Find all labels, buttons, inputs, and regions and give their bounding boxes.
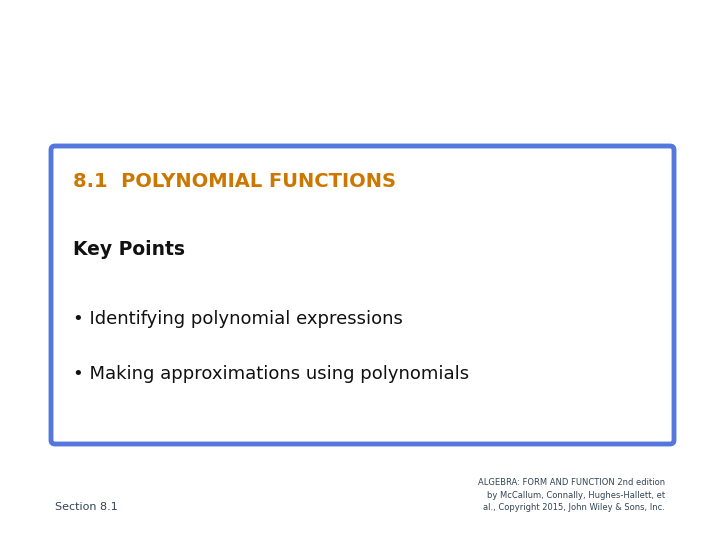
Text: Section 8.1: Section 8.1 <box>55 502 118 512</box>
Text: • Identifying polynomial expressions: • Identifying polynomial expressions <box>73 310 403 328</box>
Text: 8.1  POLYNOMIAL FUNCTIONS: 8.1 POLYNOMIAL FUNCTIONS <box>73 172 396 191</box>
Text: • Making approximations using polynomials: • Making approximations using polynomial… <box>73 365 469 383</box>
Text: Key Points: Key Points <box>73 240 185 259</box>
Text: ALGEBRA: FORM AND FUNCTION 2nd edition
by McCallum, Connally, Hughes-Hallett, et: ALGEBRA: FORM AND FUNCTION 2nd edition b… <box>478 478 665 512</box>
FancyBboxPatch shape <box>51 146 674 444</box>
